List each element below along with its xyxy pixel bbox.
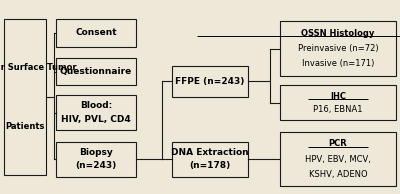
FancyBboxPatch shape — [4, 19, 46, 175]
FancyBboxPatch shape — [280, 85, 396, 120]
Text: OSSN Histology: OSSN Histology — [301, 29, 375, 38]
FancyBboxPatch shape — [172, 142, 248, 177]
FancyBboxPatch shape — [56, 19, 136, 47]
Text: PCR: PCR — [329, 139, 347, 148]
Text: Questionnaire: Questionnaire — [60, 67, 132, 76]
Text: HPV, EBV, MCV,: HPV, EBV, MCV, — [305, 155, 371, 164]
Text: Ocular Surface Tumor: Ocular Surface Tumor — [0, 63, 76, 72]
FancyBboxPatch shape — [56, 142, 136, 177]
Text: FFPE (n=243): FFPE (n=243) — [175, 77, 245, 86]
Text: Invasive (n=171): Invasive (n=171) — [302, 59, 374, 68]
Text: P16, EBNA1: P16, EBNA1 — [313, 105, 363, 114]
Text: (n=243): (n=243) — [75, 161, 117, 170]
Text: (n=178): (n=178) — [189, 161, 231, 170]
Text: DNA Extraction: DNA Extraction — [171, 148, 249, 157]
Text: KSHV, ADENO: KSHV, ADENO — [309, 170, 367, 179]
FancyBboxPatch shape — [280, 132, 396, 186]
Text: Preinvasive (n=72): Preinvasive (n=72) — [298, 44, 378, 53]
Text: HIV, PVL, CD4: HIV, PVL, CD4 — [61, 115, 131, 124]
FancyBboxPatch shape — [280, 21, 396, 76]
FancyBboxPatch shape — [172, 66, 248, 97]
Text: Consent: Consent — [75, 29, 117, 37]
Text: Blood:: Blood: — [80, 101, 112, 110]
FancyBboxPatch shape — [56, 58, 136, 85]
Text: Patients: Patients — [5, 122, 45, 131]
FancyBboxPatch shape — [56, 95, 136, 130]
Text: Biopsy: Biopsy — [79, 148, 113, 157]
Text: IHC: IHC — [330, 92, 346, 101]
